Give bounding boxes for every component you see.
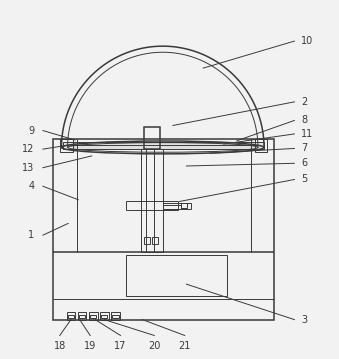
Text: 9: 9	[28, 126, 35, 136]
Bar	[90, 314, 96, 318]
Bar	[89, 312, 98, 320]
Bar	[152, 237, 158, 244]
Text: 1: 1	[28, 230, 35, 240]
Text: 21: 21	[179, 341, 191, 350]
Text: 17: 17	[114, 341, 127, 350]
Bar	[255, 139, 267, 152]
Bar	[111, 312, 120, 320]
Text: 8: 8	[301, 115, 307, 125]
Bar	[79, 314, 85, 318]
Text: 12: 12	[22, 144, 35, 154]
Bar	[126, 256, 227, 296]
Bar	[143, 237, 149, 244]
Bar	[78, 312, 86, 320]
Bar	[163, 205, 181, 209]
Bar	[68, 314, 74, 318]
Text: 5: 5	[301, 174, 307, 185]
Bar	[66, 312, 75, 320]
Bar	[53, 139, 274, 320]
Text: 2: 2	[301, 97, 307, 107]
Bar	[143, 127, 160, 149]
Bar	[113, 314, 119, 318]
Text: 19: 19	[84, 341, 96, 350]
Text: 13: 13	[22, 163, 35, 173]
Text: 4: 4	[28, 181, 35, 191]
Bar	[141, 149, 163, 252]
Bar	[181, 204, 187, 208]
Text: 3: 3	[301, 314, 307, 325]
Text: 7: 7	[301, 144, 307, 153]
Text: 20: 20	[148, 341, 160, 350]
Text: 6: 6	[301, 158, 307, 168]
Bar	[63, 142, 264, 149]
Bar	[101, 314, 107, 318]
Bar	[100, 312, 109, 320]
Text: 10: 10	[301, 36, 314, 46]
Text: 18: 18	[54, 341, 66, 350]
Bar	[163, 203, 192, 209]
Bar	[60, 139, 73, 152]
Text: 11: 11	[301, 129, 314, 139]
